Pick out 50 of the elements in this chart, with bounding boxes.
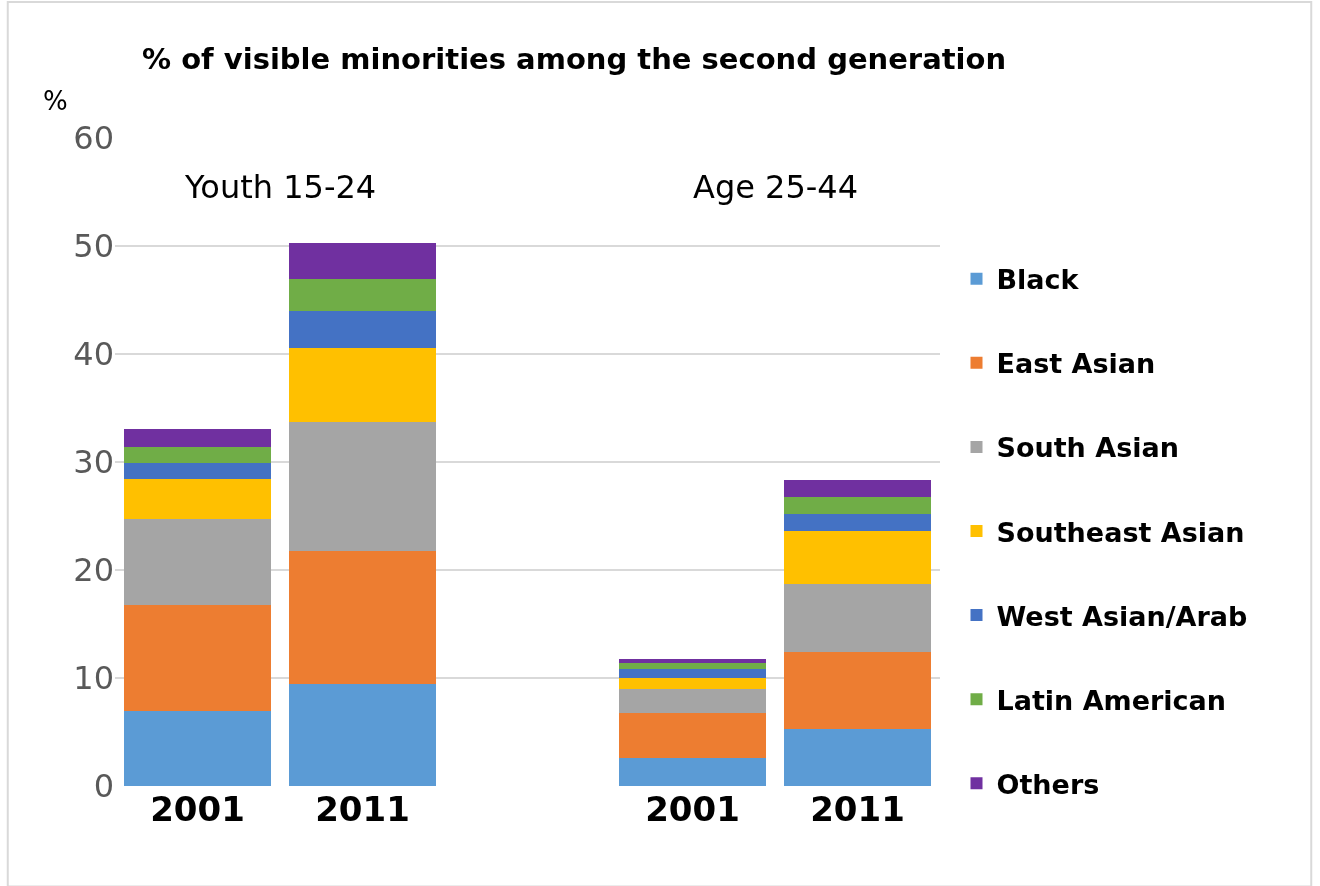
legend-label: West Asian/Arab bbox=[996, 600, 1248, 632]
bar bbox=[619, 658, 766, 663]
annotation: Youth 15-24 bbox=[184, 168, 377, 206]
y-tick-label: 50 bbox=[73, 227, 114, 266]
bar bbox=[784, 728, 931, 786]
y-tick-label: 0 bbox=[93, 767, 114, 806]
legend-label: East Asian bbox=[996, 348, 1156, 380]
bar bbox=[124, 711, 271, 786]
x-tick-label: 2011 bbox=[315, 789, 410, 829]
chart-title: % of visible minorities among the second generation bbox=[142, 42, 1007, 76]
x-tick-label: 2001 bbox=[150, 789, 245, 829]
bar bbox=[289, 242, 436, 280]
y-tick-label: 20 bbox=[73, 551, 114, 590]
bar bbox=[784, 531, 931, 585]
bar bbox=[124, 428, 271, 447]
bar bbox=[289, 422, 436, 551]
bar bbox=[619, 678, 766, 689]
bar bbox=[619, 757, 766, 786]
y-tick-label: 40 bbox=[73, 335, 114, 374]
y-axis-title: % bbox=[43, 86, 68, 116]
legend-label: Southeast Asian bbox=[996, 516, 1245, 548]
y-tick-label: 10 bbox=[73, 659, 114, 698]
legend-label: Latin American bbox=[996, 684, 1227, 716]
bar bbox=[124, 479, 271, 520]
bar bbox=[124, 519, 271, 605]
bar bbox=[619, 688, 766, 713]
bar bbox=[124, 463, 271, 480]
bar bbox=[289, 550, 436, 685]
bar bbox=[619, 669, 766, 678]
bar bbox=[784, 496, 931, 514]
bar bbox=[289, 347, 436, 423]
bar bbox=[619, 662, 766, 670]
y-tick-label: 30 bbox=[73, 443, 114, 482]
x-tick-label: 2011 bbox=[810, 789, 905, 829]
bar bbox=[289, 310, 436, 348]
legend-label: South Asian bbox=[996, 432, 1179, 464]
bar bbox=[289, 684, 436, 786]
bar bbox=[124, 604, 271, 712]
y-tick-label: 60 bbox=[73, 119, 114, 158]
bar bbox=[784, 584, 931, 653]
bar bbox=[784, 513, 931, 532]
bar bbox=[619, 712, 766, 758]
legend-label: Others bbox=[996, 768, 1100, 800]
annotation: Age 25-44 bbox=[693, 168, 859, 206]
x-tick-label: 2001 bbox=[645, 789, 740, 829]
bar bbox=[784, 652, 931, 729]
bar bbox=[784, 480, 931, 497]
bar bbox=[289, 279, 436, 311]
legend-label: Black bbox=[996, 264, 1080, 296]
bar bbox=[124, 446, 271, 464]
